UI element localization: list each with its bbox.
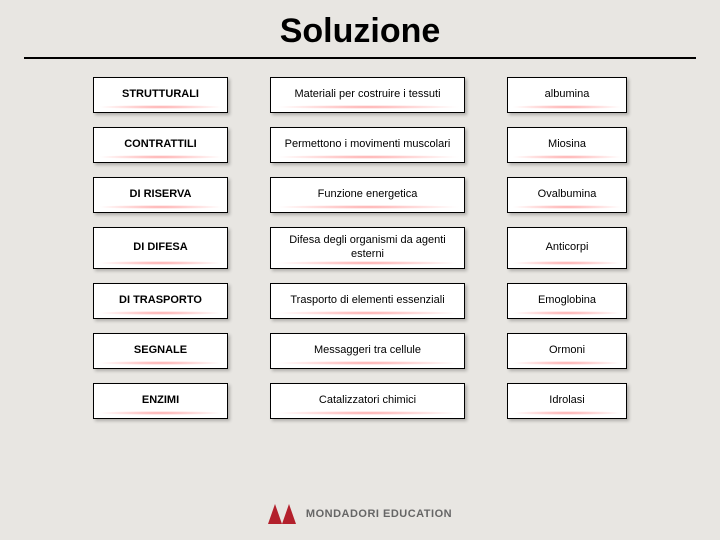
table-cell-category: DI RISERVA: [93, 177, 228, 213]
page-title: Soluzione: [24, 0, 696, 59]
table-cell-description: Funzione energetica: [270, 177, 465, 213]
table-cell-category: STRUTTURALI: [93, 77, 228, 113]
table-cell-category: ENZIMI: [93, 383, 228, 419]
table-cell-example: Ovalbumina: [507, 177, 627, 213]
table-cell-description: Messaggeri tra cellule: [270, 333, 465, 369]
brand-text: MONDADORI EDUCATION: [306, 508, 452, 520]
table-cell-example: Miosina: [507, 127, 627, 163]
table-cell-description: Catalizzatori chimici: [270, 383, 465, 419]
table-cell-example: Emoglobina: [507, 283, 627, 319]
table-cell-category: CONTRATTILI: [93, 127, 228, 163]
table-cell-description: Permettono i movimenti muscolari: [270, 127, 465, 163]
table-cell-example: Idrolasi: [507, 383, 627, 419]
table-cell-category: DI TRASPORTO: [93, 283, 228, 319]
table-cell-description: Materiali per costruire i tessuti: [270, 77, 465, 113]
protein-types-table: STRUTTURALI Materiali per costruire i te…: [0, 77, 720, 419]
table-cell-example: albumina: [507, 77, 627, 113]
table-cell-example: Ormoni: [507, 333, 627, 369]
table-cell-description: Difesa degli organismi da agenti esterni: [270, 227, 465, 269]
table-cell-example: Anticorpi: [507, 227, 627, 269]
table-cell-description: Trasporto di elementi essenziali: [270, 283, 465, 319]
footer: MONDADORI EDUCATION: [0, 504, 720, 524]
table-cell-category: DI DIFESA: [93, 227, 228, 269]
table-cell-category: SEGNALE: [93, 333, 228, 369]
mondadori-logo-icon: [268, 504, 296, 524]
